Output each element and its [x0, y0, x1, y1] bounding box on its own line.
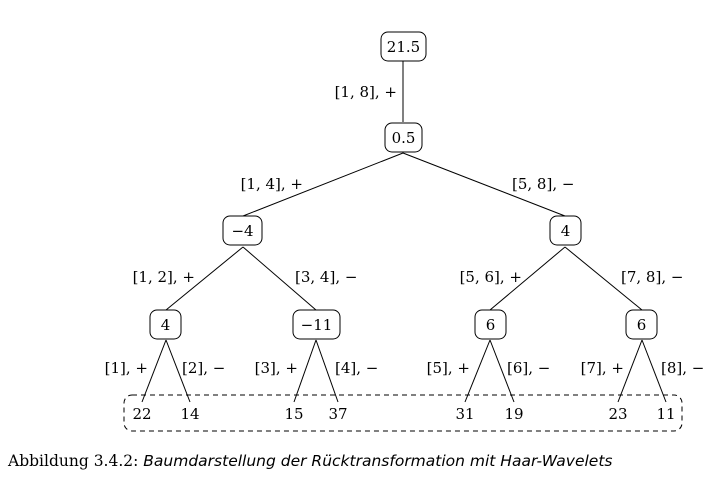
node-level3-a-value: 4	[161, 316, 171, 334]
edge-label-leaf-2: [2], −	[182, 359, 225, 377]
edge-level2-a	[165, 246, 244, 311]
edge-label-level2-a: [1, 2], +	[133, 268, 195, 286]
edge-leaf-1	[141, 339, 167, 403]
edge-label-level2-c: [5, 6], +	[460, 268, 522, 286]
edge-leaf-5	[464, 339, 491, 403]
leaf-value: 23	[608, 405, 627, 423]
node-level3-d: 6	[625, 309, 658, 340]
leaf-value: 37	[328, 405, 347, 423]
edge-level2-c	[489, 246, 566, 311]
edge-level1-right	[402, 152, 566, 217]
edge-label-leaf-7: [7], +	[581, 359, 624, 377]
edge-leaf-4	[315, 339, 339, 403]
edge-label-leaf-1: [1], +	[105, 359, 148, 377]
caption-title: Baumdarstellung der Rücktransformation m…	[143, 452, 613, 470]
leaf-values-dashed-box	[123, 394, 683, 432]
leaf-value: 19	[504, 405, 523, 423]
edge-label-level2-b: [3, 4], −	[295, 268, 357, 286]
leaf-value: 14	[180, 405, 199, 423]
figure-caption: Abbildung 3.4.2: Baumdarstellung der Rüc…	[8, 452, 713, 470]
edge-label-leaf-8: [8], −	[661, 359, 704, 377]
edge-label-level1-left: [1, 4], +	[241, 175, 303, 193]
edge-label-leaf-6: [6], −	[507, 359, 550, 377]
edge-label-level2-d: [7, 8], −	[621, 268, 683, 286]
leaf-value: 22	[132, 405, 151, 423]
node-level1: 0.5	[384, 122, 423, 153]
node-level3-a: 4	[149, 309, 182, 340]
leaf-value: 31	[455, 405, 474, 423]
edge-label-root: [1, 8], +	[335, 83, 397, 101]
edge-label-leaf-4: [4], −	[335, 359, 378, 377]
node-level2-left: −4	[222, 215, 263, 246]
node-root-value: 21.5	[387, 38, 420, 56]
caption-label: Abbildung 3.4.2:	[8, 452, 144, 470]
edge-leaf-8	[641, 339, 667, 403]
node-level3-c-value: 6	[486, 316, 496, 334]
node-root: 21.5	[380, 31, 427, 62]
node-level3-d-value: 6	[637, 316, 647, 334]
node-level2-right-value: 4	[561, 222, 571, 240]
node-level3-b-value: −11	[301, 316, 333, 334]
node-level1-value: 0.5	[392, 129, 416, 147]
leaf-value: 15	[284, 405, 303, 423]
node-level2-right: 4	[549, 215, 582, 246]
edge-leaf-6	[489, 339, 515, 403]
node-level3-b: −11	[292, 309, 341, 340]
edge-label-leaf-3: [3], +	[255, 359, 298, 377]
node-level3-c: 6	[474, 309, 507, 340]
node-level2-left-value: −4	[231, 222, 253, 240]
edge-label-level1-right: [5, 8], −	[512, 175, 574, 193]
edge-leaf-2	[165, 339, 191, 403]
edge-leaf-3	[293, 339, 317, 403]
edge-level2-b	[242, 246, 317, 311]
leaf-value: 11	[656, 405, 675, 423]
edge-label-leaf-5: [5], +	[427, 359, 470, 377]
edge-level2-d	[564, 246, 643, 311]
edge-level1-left	[242, 152, 404, 217]
edge-leaf-7	[617, 339, 643, 403]
